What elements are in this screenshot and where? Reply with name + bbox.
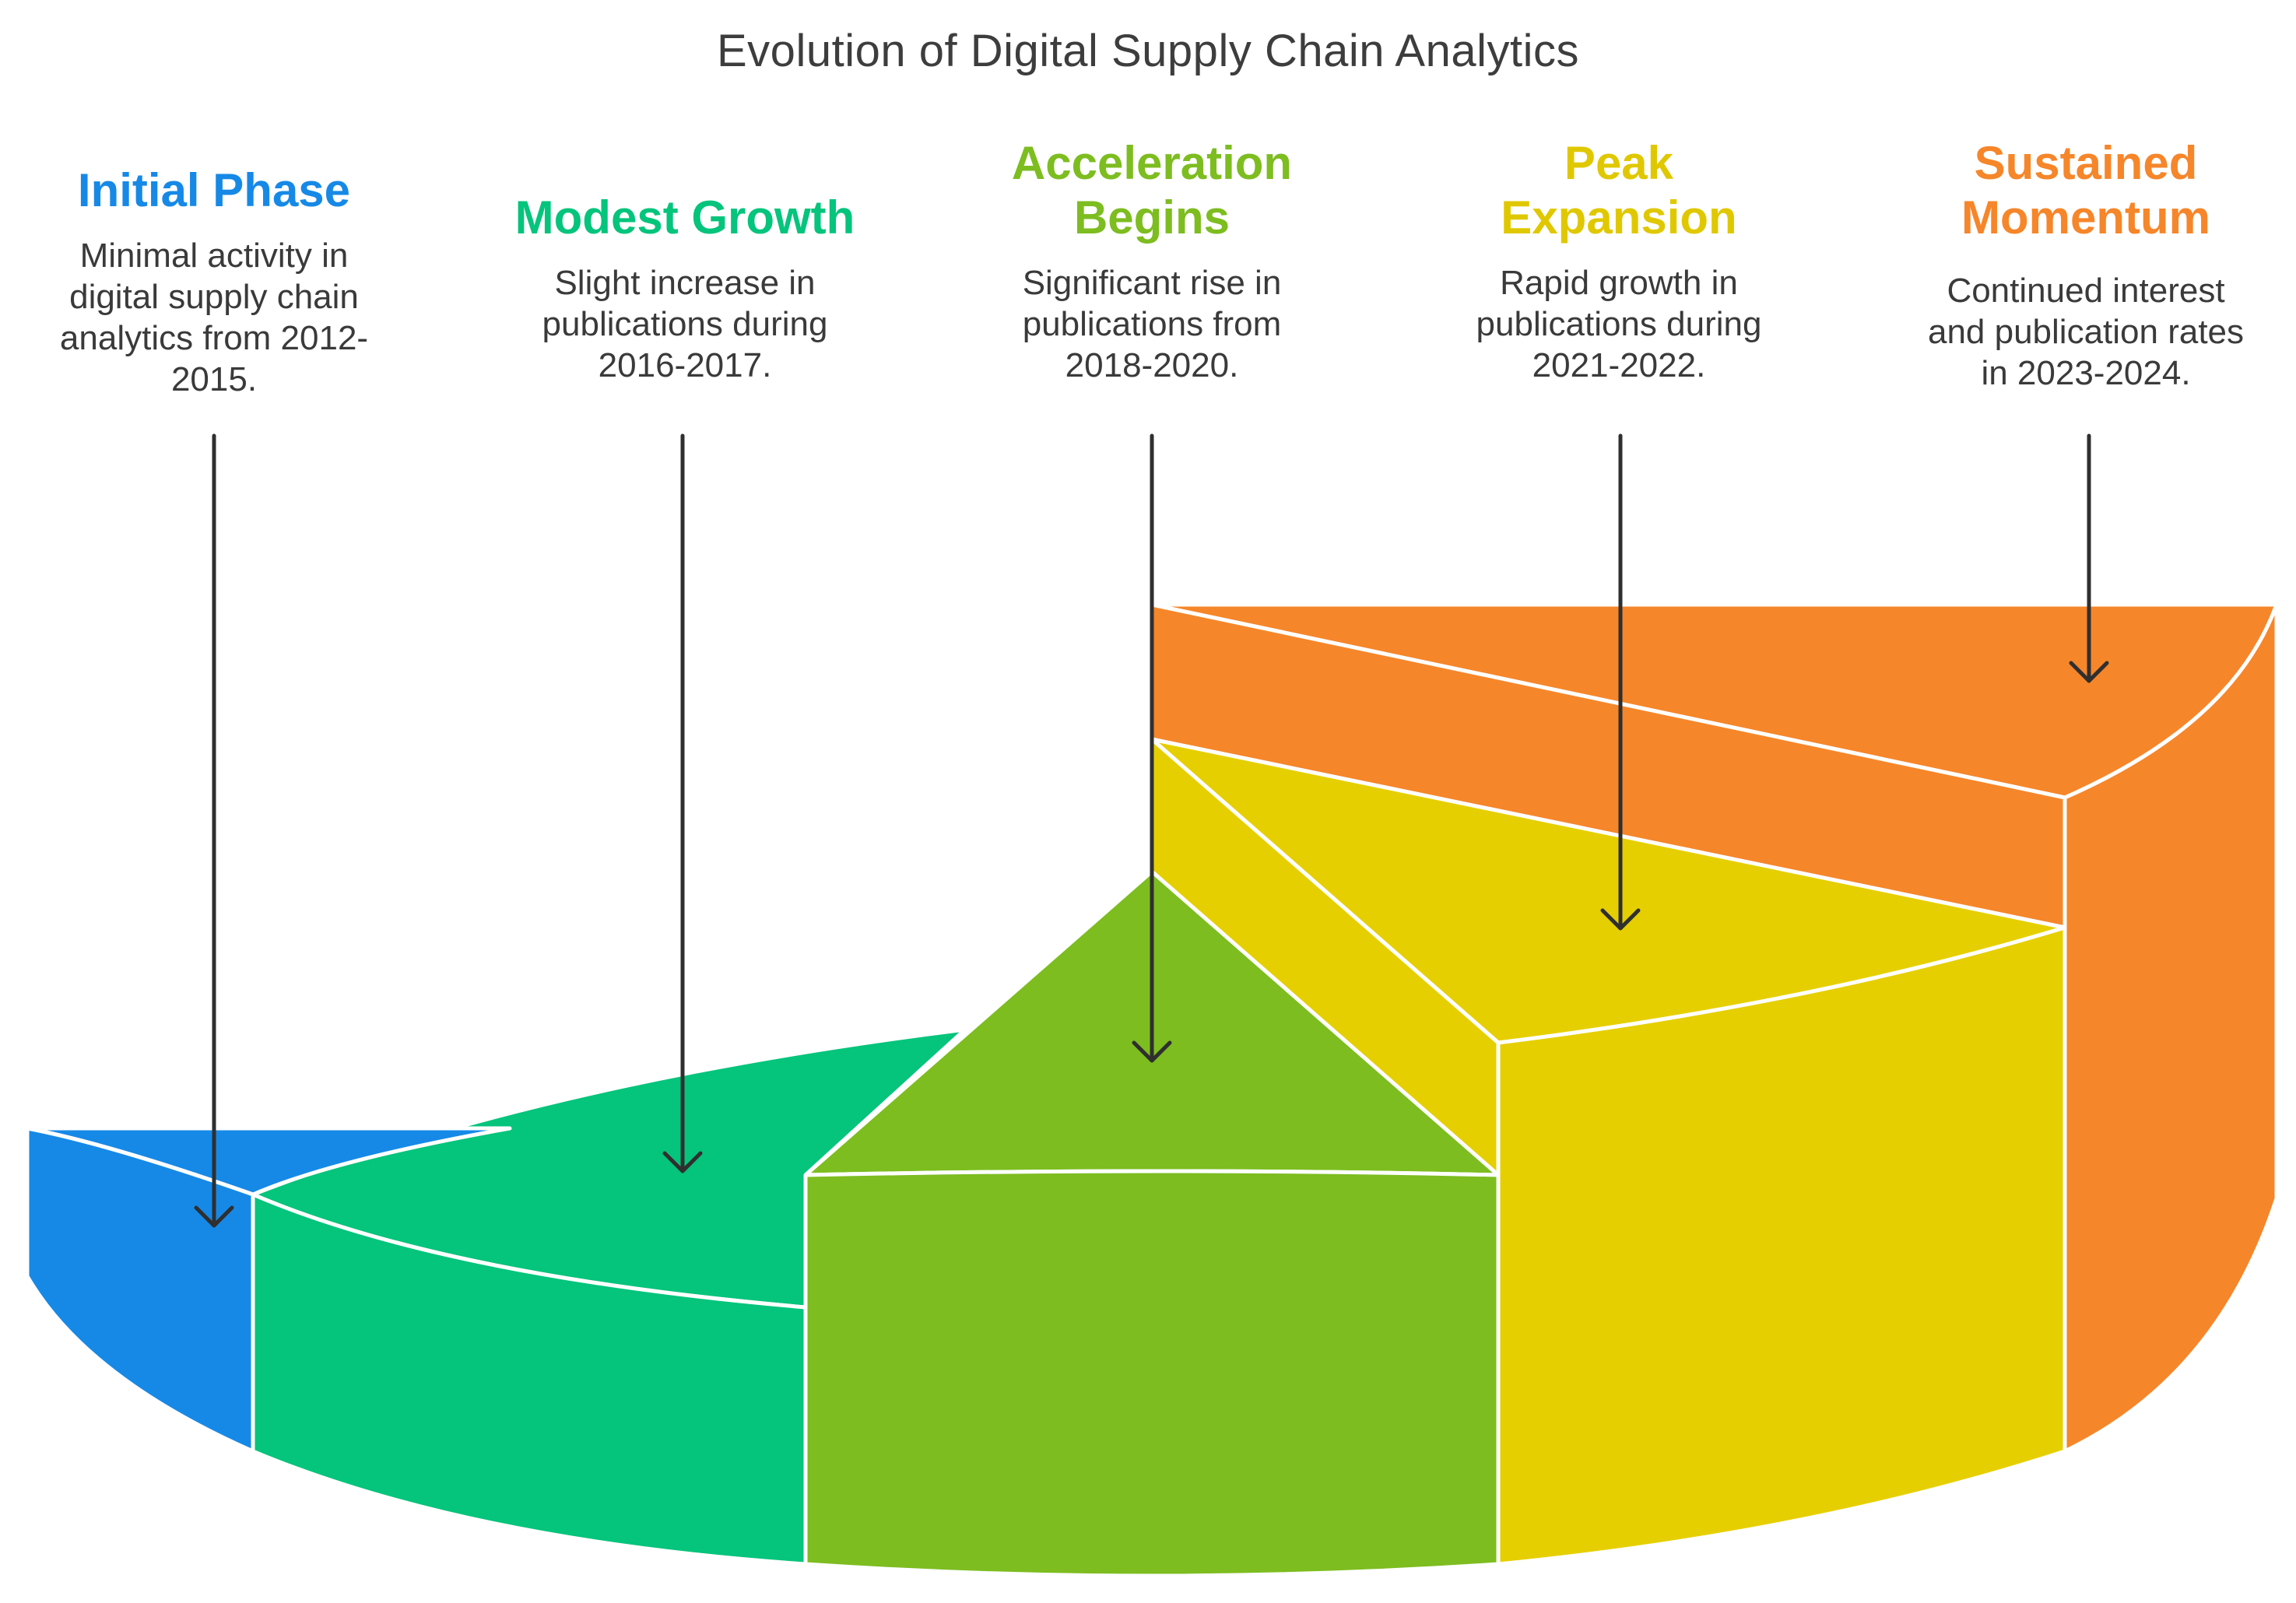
- stage-description: Slight increase in publications during 2…: [542, 264, 828, 384]
- stage-heading: Modest Growth: [514, 191, 855, 244]
- stage-heading: Peak Expansion: [1501, 137, 1737, 244]
- stage-description: Continued interest and publication rates…: [1927, 272, 2245, 392]
- stage-description: Significant rise in publications from 20…: [1022, 264, 1282, 384]
- segment-modest-growth-side: [251, 1192, 808, 1566]
- stage-heading: Initial Phase: [77, 164, 351, 216]
- segment-peak-expansion-side: [1496, 925, 2067, 1566]
- stage-label-peak-expansion: Peak Expansion Rapid growth in publicati…: [1385, 136, 1852, 386]
- stage-description: Rapid growth in publications during 2021…: [1476, 264, 1762, 384]
- arrow-sustained-momentum: [2069, 433, 2109, 683]
- segment-acceleration-begins-side: [803, 1169, 1501, 1578]
- arrow-initial-phase: [194, 433, 234, 1228]
- stage-description: Minimal activity in digital supply chain…: [59, 237, 369, 398]
- stage-label-acceleration-begins: Acceleration Begins Significant rise in …: [918, 136, 1385, 386]
- stage-heading: Acceleration Begins: [1011, 137, 1293, 244]
- stage-heading: Sustained Momentum: [1961, 137, 2210, 244]
- segment-sustained-momentum-side: [2063, 602, 2279, 1454]
- stage-label-sustained-momentum: Sustained Momentum Continued interest an…: [1852, 136, 2296, 394]
- arrow-modest-growth: [662, 433, 703, 1173]
- diagram-title: Evolution of Digital Supply Chain Analyt…: [717, 26, 1579, 76]
- arrow-acceleration-begins: [1132, 433, 1172, 1063]
- stage-label-initial-phase: Initial Phase Minimal activity in digita…: [0, 163, 428, 400]
- stage-label-modest-growth: Modest Growth Slight increase in publica…: [451, 191, 918, 386]
- arrow-peak-expansion: [1600, 433, 1641, 931]
